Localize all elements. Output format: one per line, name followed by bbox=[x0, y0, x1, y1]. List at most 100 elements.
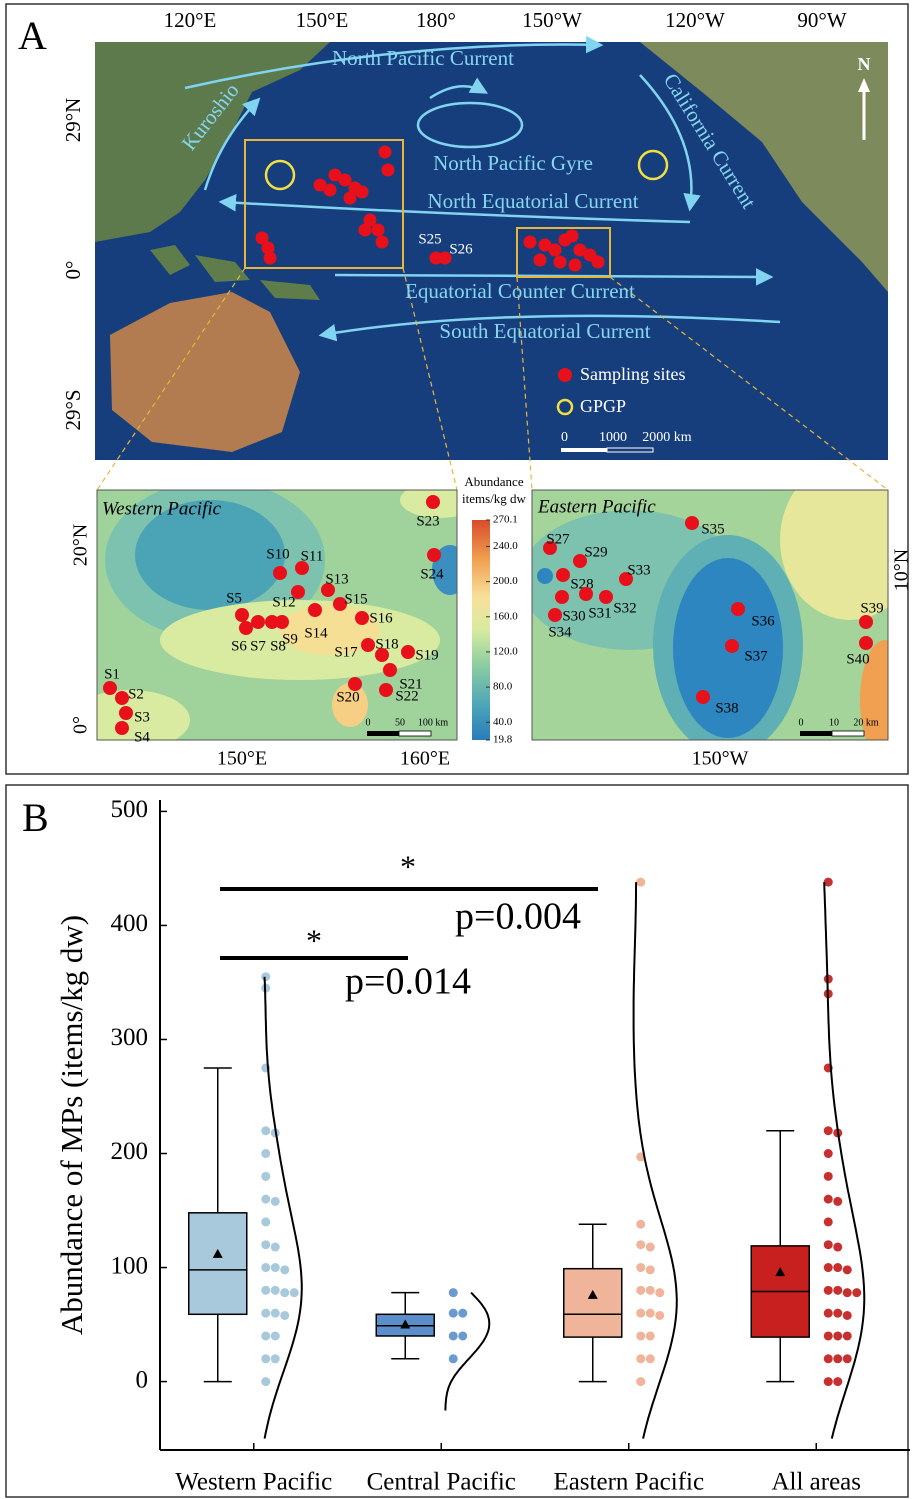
site-dot bbox=[363, 213, 377, 227]
site-dot bbox=[348, 677, 362, 691]
data-point bbox=[833, 1263, 843, 1273]
site-dot bbox=[548, 243, 562, 257]
colorbar bbox=[472, 520, 490, 740]
site-dot bbox=[591, 255, 605, 269]
site-dot bbox=[273, 566, 287, 580]
site-label: S26 bbox=[449, 241, 473, 257]
data-point bbox=[833, 1377, 843, 1387]
site-label: S35 bbox=[701, 521, 724, 537]
data-point bbox=[823, 877, 833, 887]
site-dot bbox=[261, 241, 275, 255]
legend-label: Sampling sites bbox=[580, 364, 686, 384]
scale-bar bbox=[606, 447, 654, 453]
site-dot bbox=[275, 615, 289, 629]
panel-label: B bbox=[22, 795, 49, 840]
data-point bbox=[823, 1217, 833, 1227]
data-point bbox=[261, 1217, 271, 1227]
site-label: S4 bbox=[134, 729, 150, 745]
significance-star: * bbox=[400, 848, 416, 884]
data-point bbox=[823, 1285, 833, 1295]
mean-marker bbox=[587, 1289, 598, 1299]
site-label: S37 bbox=[744, 648, 768, 664]
site-label: S15 bbox=[344, 591, 367, 607]
inset-title: Western Pacific bbox=[102, 498, 222, 519]
data-point bbox=[636, 877, 646, 887]
site-label: S3 bbox=[134, 709, 150, 725]
current-arrow bbox=[218, 194, 691, 224]
site-label: S13 bbox=[325, 571, 348, 587]
lon-label: 150°W bbox=[692, 748, 749, 770]
current-label: South Equatorial Current bbox=[439, 319, 650, 343]
site-dot bbox=[599, 590, 613, 604]
density-curve bbox=[823, 882, 866, 1439]
data-point bbox=[270, 1354, 280, 1364]
data-point bbox=[261, 972, 271, 982]
box bbox=[563, 1267, 623, 1338]
y-tick-label: 500 bbox=[111, 796, 149, 823]
panel-label: A bbox=[18, 13, 47, 58]
site-label: S16 bbox=[369, 610, 393, 626]
lon-label: 150°W bbox=[522, 8, 582, 32]
data-point bbox=[842, 1310, 852, 1320]
data-point bbox=[261, 1263, 271, 1273]
lon-label: 180° bbox=[416, 8, 456, 32]
data-point bbox=[261, 1240, 271, 1250]
colorbar-tick-label: 240.0 bbox=[493, 540, 518, 552]
panel-a-frame bbox=[5, 3, 909, 775]
inset-frame bbox=[531, 489, 889, 741]
legend-label: GPGP bbox=[580, 396, 626, 416]
data-point bbox=[852, 1288, 862, 1298]
site-dot bbox=[555, 590, 569, 604]
data-point bbox=[842, 1354, 852, 1364]
current-label: North Pacific Gyre bbox=[433, 151, 593, 175]
site-dot bbox=[375, 235, 389, 249]
data-point bbox=[636, 1354, 646, 1364]
site-label: S12 bbox=[272, 594, 295, 610]
site-dot bbox=[255, 231, 269, 245]
site-dot bbox=[291, 585, 305, 599]
density-curve bbox=[444, 1291, 491, 1411]
legend-marker bbox=[558, 368, 572, 382]
data-point bbox=[458, 1331, 468, 1341]
site-dot bbox=[533, 253, 547, 267]
site-dot bbox=[308, 603, 322, 617]
data-point bbox=[823, 1149, 833, 1159]
lat-label: 20°N bbox=[70, 524, 92, 566]
north-arrow-head bbox=[858, 78, 870, 92]
site-dot bbox=[438, 251, 452, 265]
significance-star: * bbox=[306, 922, 322, 958]
data-point bbox=[833, 1242, 843, 1252]
data-point bbox=[270, 1263, 280, 1273]
current-arrow bbox=[203, 97, 261, 191]
data-point bbox=[270, 1196, 280, 1206]
data-point bbox=[261, 1149, 271, 1159]
scale-bar bbox=[561, 448, 607, 452]
data-point bbox=[261, 1126, 271, 1136]
data-point bbox=[636, 1308, 646, 1318]
colorbar-unit: items/kg dw bbox=[462, 491, 527, 506]
data-point bbox=[270, 1308, 280, 1318]
density-curve bbox=[632, 882, 678, 1439]
site-dot bbox=[343, 191, 357, 205]
site-label: S24 bbox=[420, 566, 444, 582]
site-dot bbox=[251, 615, 265, 629]
site-label: S8 bbox=[270, 638, 286, 654]
site-dot bbox=[313, 178, 327, 192]
site-label: S22 bbox=[395, 688, 418, 704]
lat-label: 0° bbox=[70, 716, 92, 734]
current-arrow bbox=[429, 77, 489, 100]
x-tick-label: Central Pacific bbox=[367, 1469, 516, 1496]
site-dot bbox=[239, 621, 253, 635]
site-dot bbox=[333, 597, 347, 611]
site-dot bbox=[323, 183, 337, 197]
lat-label: 0° bbox=[61, 261, 85, 280]
site-dot bbox=[371, 223, 385, 237]
data-point bbox=[261, 1285, 271, 1295]
colorbar-tick-label: 160.0 bbox=[493, 610, 518, 622]
data-point bbox=[645, 1285, 655, 1295]
site-dot bbox=[328, 168, 342, 182]
gpgp-circle bbox=[264, 159, 296, 191]
site-label: S10 bbox=[266, 546, 289, 562]
data-point bbox=[823, 1354, 833, 1364]
